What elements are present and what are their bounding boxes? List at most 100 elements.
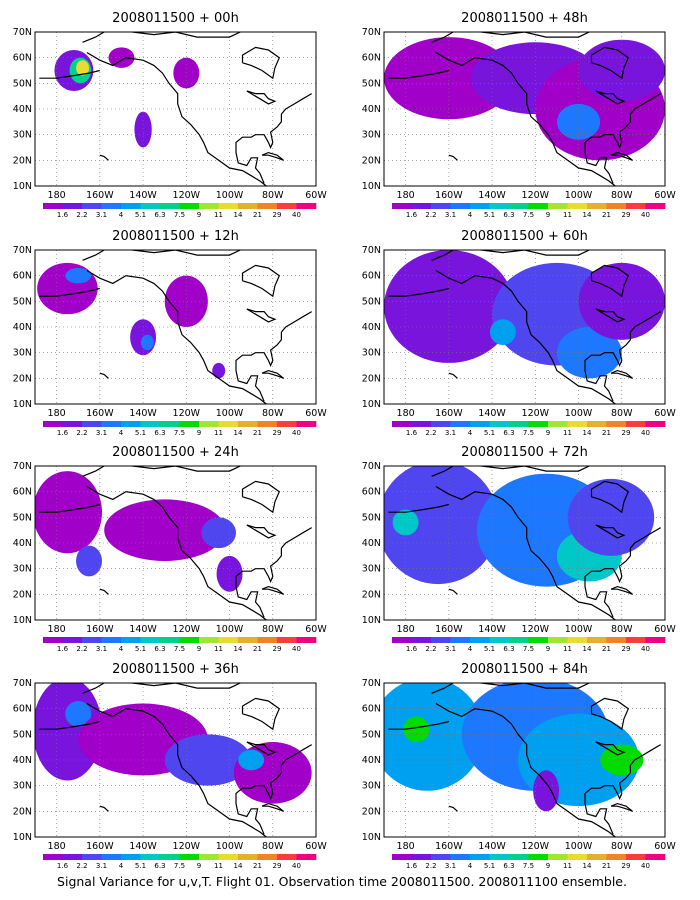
colorbar-label: 14 — [234, 645, 243, 653]
colorbar-label: 21 — [253, 862, 262, 870]
colorbar-segment — [450, 637, 471, 643]
colorbar-segment — [528, 637, 549, 643]
map-frame — [34, 682, 317, 838]
colorbar-label: 7.5 — [174, 862, 185, 870]
lat-tick-label: 50N — [362, 296, 381, 307]
coastline-path — [261, 585, 284, 595]
colorbar-label: 2.2 — [425, 862, 436, 870]
map-panel: 2008011500 + 60h 70N 60N 50N 40N 30N 20N 10N 180… — [362, 229, 677, 437]
colorbar-segment — [238, 854, 258, 860]
variance-contour — [140, 334, 154, 351]
colorbar-label: 4 — [468, 211, 473, 219]
colorbar-segment — [199, 421, 219, 427]
map-panel: 2008011500 + 00h 70N 60N 50N 40N 30N 20N 10N 180… — [13, 11, 328, 219]
colorbar-label: 11 — [563, 862, 572, 870]
colorbar-segment — [101, 203, 122, 209]
colorbar-segment — [257, 203, 278, 209]
colorbar-segment — [179, 637, 200, 643]
colorbar-segment — [567, 637, 588, 643]
lon-tick-label: 140W — [129, 190, 157, 201]
coastline-path — [610, 369, 633, 379]
colorbar-label: 7.5 — [523, 645, 534, 653]
lon-tick-label: 100W — [565, 841, 593, 852]
lon-tick-label: 120W — [173, 841, 201, 852]
map-frame — [383, 682, 666, 838]
map-frame — [383, 31, 666, 187]
colorbar-label: 1.6 — [406, 429, 418, 437]
colorbar-segment — [489, 203, 510, 209]
colorbar-segment — [277, 421, 297, 427]
colorbar-label: 2.2 — [425, 429, 436, 437]
lat-tick-label: 30N — [362, 564, 381, 575]
colorbar-segment — [548, 203, 568, 209]
colorbar-segment — [606, 637, 627, 643]
variance-contour — [384, 683, 484, 791]
figure-caption: Signal Variance for u,v,T. Flight 01. Ob… — [57, 874, 627, 889]
colorbar-label: 40 — [641, 645, 650, 653]
colorbar-label: 9 — [546, 645, 550, 653]
coastline-path — [448, 588, 458, 595]
colorbar-label: 11 — [563, 211, 572, 219]
colorbar-segment — [431, 637, 451, 643]
colorbar-label: 21 — [253, 211, 262, 219]
coastline-path — [435, 51, 616, 186]
gridlines — [35, 250, 316, 404]
variance-contour — [403, 716, 430, 743]
coastline-path — [246, 524, 277, 539]
lon-tick-label: 180 — [397, 408, 415, 419]
coastline-path — [584, 93, 662, 184]
colorbar-label: 40 — [641, 862, 650, 870]
coastline-path — [99, 154, 109, 161]
variance-contour — [567, 478, 655, 556]
lat-tick-label: 70N — [362, 27, 381, 38]
lat-tick-label: 30N — [362, 781, 381, 792]
colorbar-label: 29 — [622, 429, 631, 437]
colorbar-label: 5.1 — [484, 211, 495, 219]
lon-tick-label: 80W — [262, 408, 284, 419]
panel-title: 2008011500 + 12h — [112, 229, 239, 244]
panel-title: 2008011500 + 24h — [112, 445, 239, 460]
colorbar-label: 21 — [602, 211, 611, 219]
coastline-path — [590, 480, 630, 514]
colorbar-segment — [140, 203, 161, 209]
colorbar-label: 3.1 — [445, 645, 456, 653]
colorbar-label: 7.5 — [523, 429, 534, 437]
colorbar-segment — [606, 854, 627, 860]
lat-tick-label: 70N — [13, 461, 32, 472]
coastline-path — [82, 32, 241, 43]
colorbar-segment — [645, 203, 666, 209]
lat-tick-label: 20N — [13, 806, 32, 817]
colorbar-label: 1.6 — [57, 211, 69, 219]
lon-tick-label: 120W — [522, 841, 550, 852]
colorbar: 1.6 2.2 3.1 4 5.1 6.3 7.5 9 11 14 21 29 40 — [43, 637, 317, 653]
colorbar-segment — [470, 854, 490, 860]
colorbar-label: 1.6 — [406, 211, 418, 219]
coastline-path — [39, 503, 100, 513]
colorbar-segment — [626, 421, 646, 427]
variance-contour — [65, 267, 92, 284]
colorbar-segment — [43, 854, 63, 860]
coastline-path — [595, 741, 626, 756]
lat-tick-label: 10N — [13, 399, 32, 410]
colorbar-segment — [218, 854, 239, 860]
lon-tick-label: 60W — [654, 841, 676, 852]
colorbar-segment — [587, 637, 607, 643]
colorbar-label: 40 — [292, 211, 301, 219]
lon-tick-label: 160W — [86, 841, 114, 852]
colorbar-segment — [277, 854, 297, 860]
colorbar-segment — [509, 203, 529, 209]
colorbar-segment — [296, 421, 317, 427]
colorbar-segment — [431, 421, 451, 427]
colorbar: 1.6 2.2 3.1 4 5.1 6.3 7.5 9 11 14 21 29 40 — [43, 203, 317, 219]
colorbar-label: 9 — [546, 211, 550, 219]
colorbar-label: 3.1 — [96, 211, 107, 219]
coastline-path — [86, 269, 267, 404]
colorbar-segment — [392, 854, 412, 860]
colorbar-segment — [470, 203, 490, 209]
lon-tick-label: 120W — [522, 624, 550, 635]
colorbar-segment — [296, 637, 317, 643]
lat-tick-label: 10N — [362, 181, 381, 192]
lat-tick-label: 50N — [13, 78, 32, 89]
colorbar-segment — [645, 421, 666, 427]
colorbar-label: 1.6 — [57, 645, 69, 653]
